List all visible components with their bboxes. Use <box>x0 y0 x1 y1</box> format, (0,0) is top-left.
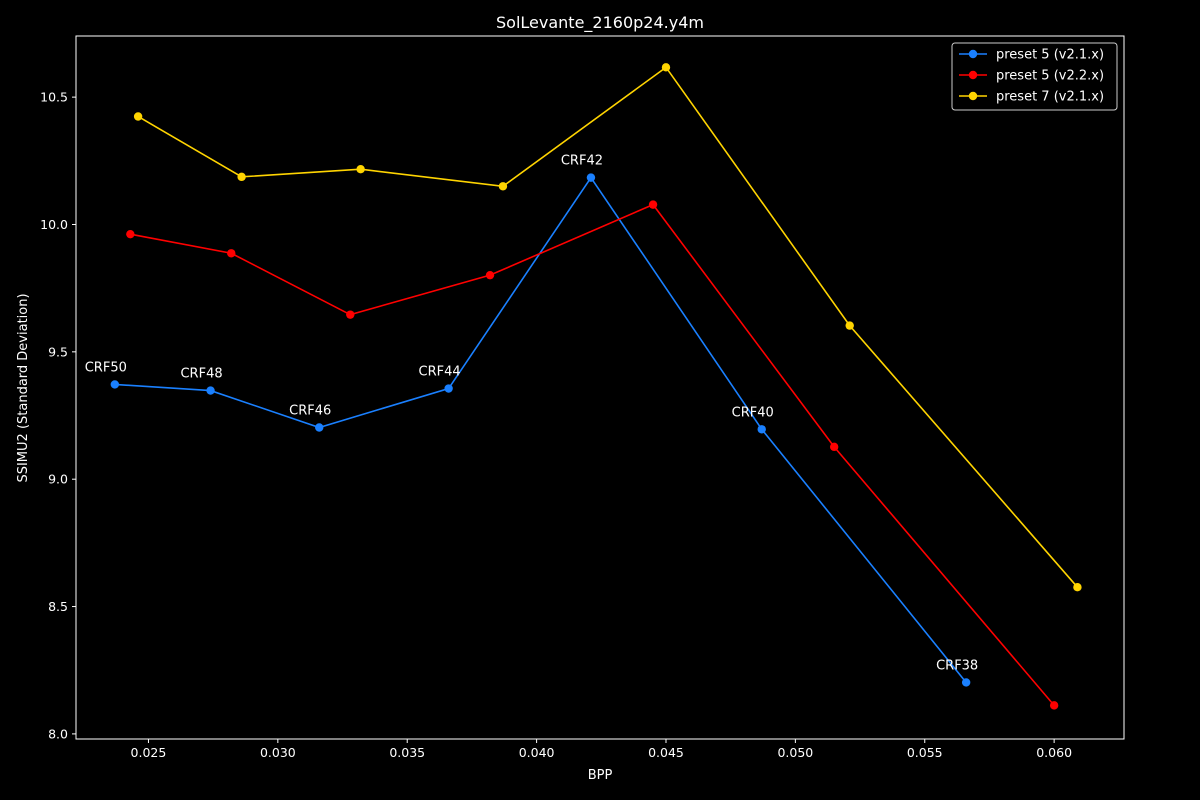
series-1: CRF50 CRF48 CRF46 CRF44 CRF42 CRF40 CRF38 <box>85 154 978 687</box>
x-tick-label: 0.025 <box>131 745 167 760</box>
data-point <box>961 678 971 687</box>
data-point <box>1073 582 1082 592</box>
x-tick-label: 0.055 <box>907 745 943 760</box>
legend: preset 5 (v2.1.x) preset 5 (v2.2.x) preset… <box>951 42 1118 111</box>
legend-label: preset 5 (v2.1.x) <box>996 48 1104 63</box>
series-2 <box>126 200 1059 710</box>
legend-label: preset 7 (v2.1.x) <box>996 90 1104 105</box>
x-tick-label: 0.035 <box>389 745 425 760</box>
legend-label: preset 5 (v2.2.x) <box>996 69 1104 84</box>
y-tick-label: 8.5 <box>48 599 68 614</box>
data-point <box>648 200 658 209</box>
x-tick-label: 0.040 <box>519 745 555 760</box>
point-annotation: CRF44 <box>419 365 461 380</box>
data-point <box>485 270 495 280</box>
data-point <box>227 249 236 258</box>
y-tick-label: 8.0 <box>48 726 68 741</box>
data-point <box>498 182 508 191</box>
y-tick-label: 10.5 <box>40 90 68 105</box>
y-tick-label: 9.5 <box>48 344 68 359</box>
data-point <box>346 310 355 319</box>
data-point <box>586 173 596 182</box>
y-tick-label: 10.0 <box>40 217 68 232</box>
point-annotation: CRF48 <box>180 367 222 382</box>
chart-title: SolLevante_2160p24.y4m <box>496 13 704 33</box>
data-point <box>829 442 839 452</box>
legend-marker <box>968 49 978 59</box>
x-tick-label: 0.030 <box>260 745 296 760</box>
legend-item: preset 5 (v2.1.x) <box>959 48 1104 63</box>
x-tick-label: 0.060 <box>1036 745 1072 760</box>
legend-box <box>951 42 1118 111</box>
point-annotation: CRF38 <box>936 658 978 673</box>
data-point <box>757 425 766 434</box>
data-point <box>1049 701 1059 710</box>
x-axis-label: BPP <box>588 768 613 783</box>
data-point <box>315 423 324 432</box>
data-point <box>126 229 135 239</box>
legend-marker <box>968 70 978 80</box>
point-annotation: CRF46 <box>289 403 331 418</box>
series-3 <box>133 63 1082 592</box>
x-tick-label: 0.045 <box>648 745 684 760</box>
y-axis-label: SSIMU2 (Standard Deviation) <box>16 293 31 482</box>
plot-area: 0.025 0.030 0.035 0.040 0.045 0.050 0.055 0.060… <box>40 35 1125 760</box>
data-point <box>237 172 246 182</box>
point-annotation: CRF40 <box>732 405 774 420</box>
data-point <box>133 112 143 121</box>
data-point <box>110 380 120 389</box>
x-tick-label: 0.050 <box>777 745 813 760</box>
legend-item: preset 5 (v2.2.x) <box>959 69 1104 84</box>
legend-marker <box>968 91 978 101</box>
data-point <box>206 386 215 395</box>
data-point <box>356 165 365 174</box>
y-tick-label: 9.0 <box>48 472 68 487</box>
data-point <box>845 321 854 330</box>
point-annotation: CRF42 <box>561 154 603 169</box>
point-annotation: CRF50 <box>85 360 127 375</box>
legend-item: preset 7 (v2.1.x) <box>959 90 1104 105</box>
data-point <box>444 384 453 393</box>
axes-frame <box>75 35 1125 740</box>
data-point <box>661 63 671 72</box>
